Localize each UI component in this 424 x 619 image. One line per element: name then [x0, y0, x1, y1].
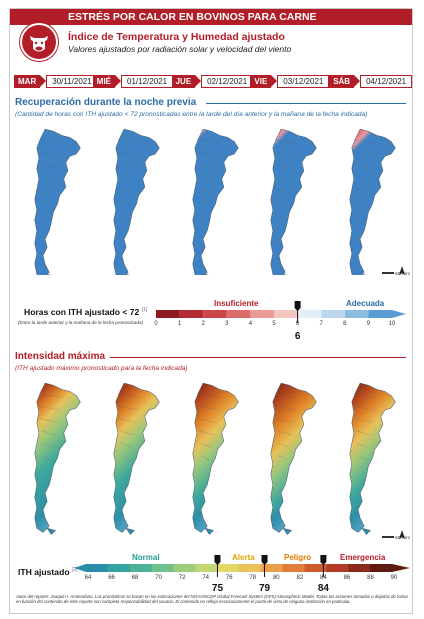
day-name: MAR	[14, 75, 41, 88]
legend1-tick: 3	[225, 321, 229, 327]
legend1-tick: 1	[177, 321, 182, 327]
footer-disclaimer: Autor del reporte: Joaquín I. Armendano.…	[16, 594, 409, 605]
recovery-map-3	[270, 128, 318, 275]
recovery-maps	[14, 125, 408, 283]
legend2-marker-value: 75	[211, 583, 224, 594]
legend2-tick: 66	[108, 575, 115, 581]
intensity-map-0	[34, 382, 81, 535]
legend2-tick: 90	[390, 575, 398, 581]
intensity-map-3	[270, 382, 318, 535]
legend2-tick: 88	[367, 575, 374, 581]
day-arrow	[195, 75, 202, 87]
scale-bar-2: 500 km	[382, 535, 410, 540]
day-arrow	[354, 75, 361, 87]
section1-title: Recuperación durante la noche previa	[15, 97, 197, 108]
day-name: VIE	[250, 75, 272, 88]
day-0: MAR 30/11/2021	[14, 75, 98, 88]
legend2-marker-pin	[214, 555, 221, 565]
intensity-maps	[14, 379, 408, 549]
day-4: SÁB 04/12/2021	[329, 75, 413, 88]
subtitle: Índice de Temperatura y Humedad ajustado	[68, 31, 285, 43]
legend2-tick: 70	[155, 575, 162, 581]
legend2-emergency: Emergencia	[340, 553, 386, 562]
section1-note: (Cantidad de horas con ITH ajustado < 72…	[15, 111, 368, 118]
scale-bar-1: 500 km	[382, 271, 410, 276]
banner-title: ESTRÉS POR CALOR EN BOVINOS PARA CARNE	[68, 11, 317, 23]
intensity-map-4	[349, 382, 396, 535]
day-2: JUE 02/12/2021	[171, 75, 254, 88]
legend2-tick: 76	[225, 575, 233, 581]
legend2-tick: 74	[202, 575, 210, 581]
legend1-tick: 2	[201, 321, 205, 327]
cow-icon	[20, 23, 58, 61]
legend2-tick: 82	[296, 575, 304, 581]
day-1: MIÉ 01/12/2021	[92, 75, 174, 88]
recovery-map-0	[34, 128, 81, 275]
legend1-tick: 10	[388, 321, 396, 327]
legend2-tick: 80	[272, 575, 280, 581]
day-date: 03/12/2021	[277, 75, 330, 88]
legend2-tick: 78	[249, 575, 257, 581]
section1-rule	[206, 103, 406, 104]
day-date: 01/12/2021	[121, 75, 174, 88]
legend2-alert: Alerta	[232, 553, 255, 562]
legend1-insufficient: Insuficiente	[214, 299, 259, 308]
day-name: MIÉ	[92, 75, 116, 88]
legend2-normal: Normal	[132, 553, 160, 562]
recovery-map-1	[113, 128, 160, 275]
legend2-marker-value: 84	[317, 583, 329, 594]
legend2-colorbar	[74, 564, 410, 572]
legend1-sublabel: (Entre la tarde anterior y la mañana de …	[18, 320, 144, 325]
section2-title: Intensidad máxima	[15, 351, 106, 362]
day-date: 02/12/2021	[201, 75, 254, 88]
recovery-map-4	[349, 128, 396, 275]
day-date: 04/12/2021	[360, 75, 413, 88]
banner: ESTRÉS POR CALOR EN BOVINOS PARA CARNE	[10, 9, 412, 25]
day-name: SÁB	[329, 75, 355, 88]
legend1-tick: 6	[295, 321, 300, 327]
day-name: JUE	[171, 75, 196, 88]
legend1-colorbar	[156, 310, 406, 318]
legend1-ticks: 0 1 2 3 4 5 6 7 8 9 10	[154, 321, 406, 329]
legend2-marker-pin	[320, 555, 327, 565]
legend1-marker	[294, 301, 301, 323]
legend1-tick: 4	[248, 321, 253, 327]
intensity-map-1	[113, 382, 160, 535]
legend1-tick: 9	[366, 321, 371, 327]
day-date: 30/11/2021	[46, 75, 98, 88]
date-row: MAR 30/11/2021 MIÉ 01/12/2021 JUE 02/12/2021 V…	[14, 75, 413, 89]
report-page: ESTRÉS POR CALOR EN BOVINOS PARA CARNE Í…	[9, 8, 413, 614]
legend1-marker-value: 6	[294, 331, 301, 342]
legend2-tick: 64	[84, 575, 92, 581]
section2-note: (ITH ajustado máximo pronosticado para l…	[15, 365, 188, 372]
day-arrow	[40, 75, 47, 87]
day-arrow	[271, 75, 278, 87]
legend1-tick: 7	[319, 321, 323, 327]
legend1-adequate: Adecuada	[346, 299, 385, 308]
section2-rule	[110, 357, 406, 358]
legend2-label: ITH ajustado [2]	[18, 567, 78, 577]
legend2-tick: 72	[178, 575, 186, 581]
legend2-danger: Peligro	[284, 553, 312, 562]
day-3: VIE 03/12/2021	[250, 75, 330, 88]
legend2-ticks: 64 66 68 70 72 74 76 78 80 82 84 86 88 90	[74, 575, 410, 583]
north-arrow-icon	[398, 527, 406, 545]
legend2-tick: 86	[343, 575, 351, 581]
legend2-tick: 84	[320, 575, 327, 581]
legend2-markers	[214, 555, 327, 577]
legend1-tick: 5	[272, 321, 276, 327]
sub-subtitle: Valores ajustados por radiación solar y …	[68, 44, 292, 54]
north-arrow-icon	[398, 263, 406, 281]
legend1-tick: 8	[343, 321, 347, 327]
recovery-map-2	[192, 128, 239, 275]
legend2-marker-pin	[261, 555, 268, 565]
legend2-tick: 68	[131, 575, 139, 581]
day-arrow	[115, 75, 122, 87]
intensity-map-2	[192, 382, 239, 535]
legend1-tick: 0	[154, 321, 158, 327]
legend1-label: Horas con ITH ajustado < 72 [1]	[24, 307, 148, 317]
legend2-marker-value: 79	[258, 583, 271, 594]
